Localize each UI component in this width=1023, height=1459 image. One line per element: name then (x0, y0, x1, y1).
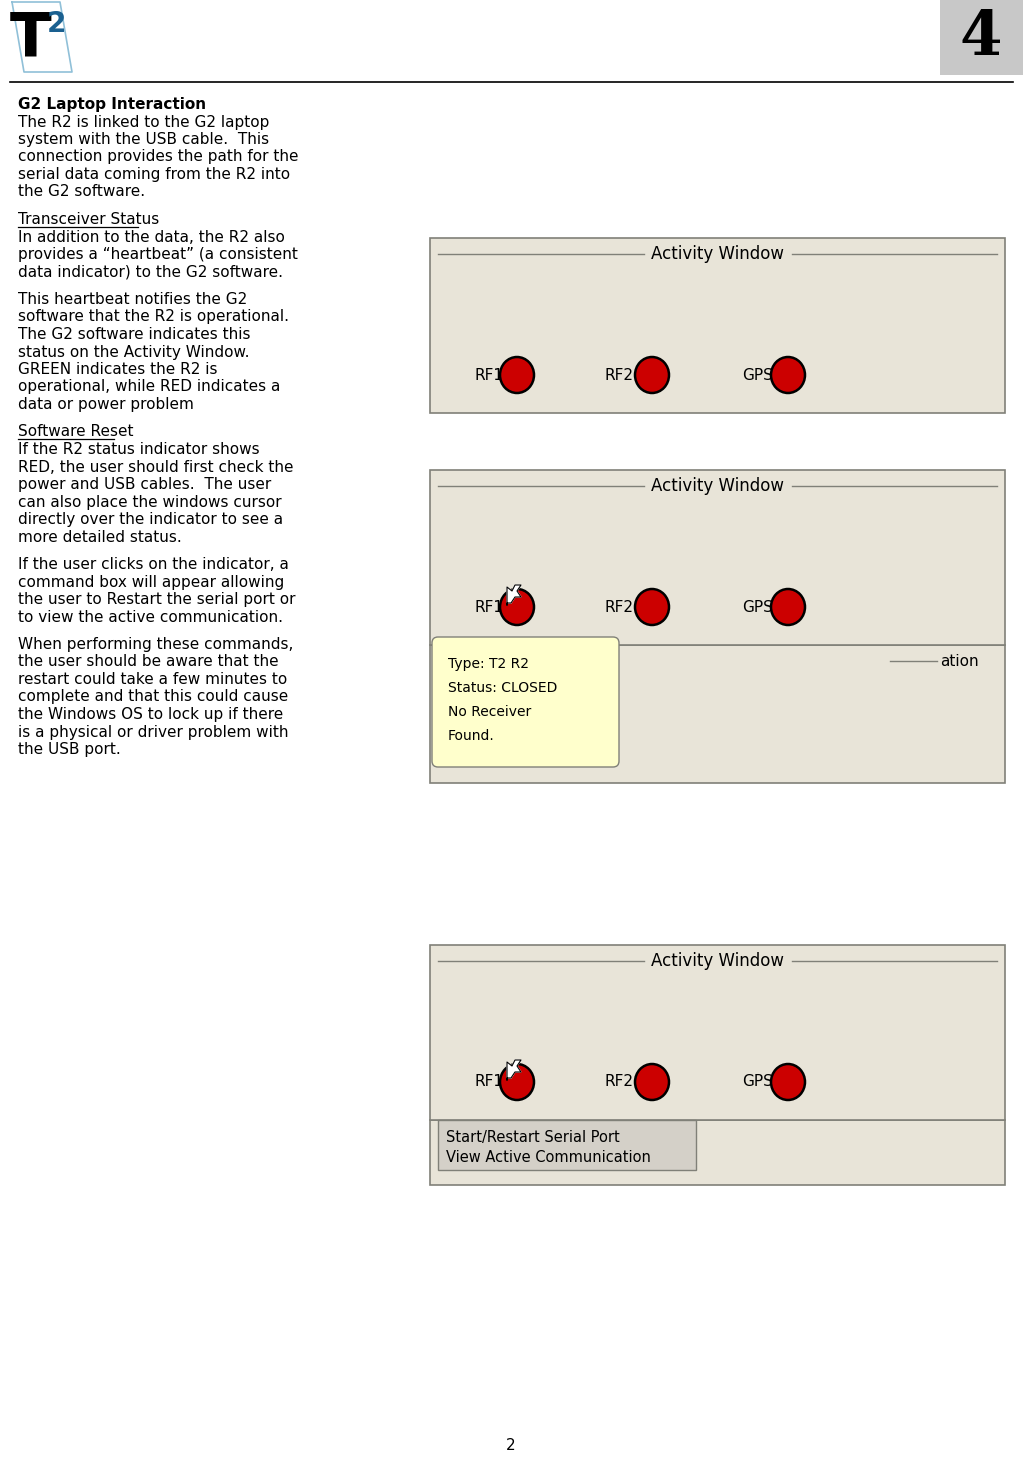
Text: In addition to the data, the R2 also: In addition to the data, the R2 also (18, 229, 284, 245)
Text: status on the Activity Window.: status on the Activity Window. (18, 344, 250, 359)
Text: View Active Communication: View Active Communication (446, 1150, 651, 1164)
Text: When performing these commands,: When performing these commands, (18, 638, 294, 652)
Text: RF1: RF1 (475, 368, 504, 382)
Polygon shape (507, 1061, 521, 1080)
Text: GPS: GPS (742, 600, 772, 614)
Text: power and USB cables.  The user: power and USB cables. The user (18, 477, 271, 492)
Ellipse shape (500, 589, 534, 624)
Text: to view the active communication.: to view the active communication. (18, 610, 283, 624)
Text: operational, while RED indicates a: operational, while RED indicates a (18, 379, 280, 394)
Text: serial data coming from the R2 into: serial data coming from the R2 into (18, 166, 291, 182)
FancyBboxPatch shape (432, 638, 619, 767)
Text: can also place the windows cursor: can also place the windows cursor (18, 495, 281, 509)
Text: software that the R2 is operational.: software that the R2 is operational. (18, 309, 290, 324)
Text: 2: 2 (47, 10, 66, 38)
Text: more detailed status.: more detailed status. (18, 530, 182, 544)
Text: Activity Window: Activity Window (651, 245, 784, 263)
Text: GPS: GPS (742, 368, 772, 382)
FancyBboxPatch shape (430, 238, 1005, 413)
Text: G2 Laptop Interaction: G2 Laptop Interaction (18, 96, 206, 112)
Ellipse shape (635, 357, 669, 392)
Text: RED, the user should first check the: RED, the user should first check the (18, 460, 294, 474)
Text: Transceiver Status: Transceiver Status (18, 212, 160, 228)
Text: RF1: RF1 (475, 1074, 504, 1090)
Text: Status: CLOSED: Status: CLOSED (448, 681, 558, 694)
Text: connection provides the path for the: connection provides the path for the (18, 149, 299, 165)
FancyBboxPatch shape (430, 945, 1005, 1121)
Text: data or power problem: data or power problem (18, 397, 194, 411)
Text: complete and that this could cause: complete and that this could cause (18, 690, 288, 705)
Ellipse shape (500, 1064, 534, 1100)
Text: directly over the indicator to see a: directly over the indicator to see a (18, 512, 283, 527)
Text: If the user clicks on the indicator, a: If the user clicks on the indicator, a (18, 557, 288, 572)
Ellipse shape (500, 357, 534, 392)
Text: No Receiver: No Receiver (448, 705, 531, 719)
Text: If the R2 status indicator shows: If the R2 status indicator shows (18, 442, 260, 457)
Text: The R2 is linked to the G2 laptop: The R2 is linked to the G2 laptop (18, 114, 269, 130)
Text: 4: 4 (960, 7, 1003, 69)
Text: Type: T2 R2: Type: T2 R2 (448, 657, 529, 671)
Text: The G2 software indicates this: The G2 software indicates this (18, 327, 251, 341)
Text: Activity Window: Activity Window (651, 953, 784, 970)
Text: RF2: RF2 (605, 368, 634, 382)
Text: the user should be aware that the: the user should be aware that the (18, 655, 278, 670)
Text: RF1: RF1 (475, 600, 504, 614)
Text: the user to Restart the serial port or: the user to Restart the serial port or (18, 592, 296, 607)
Text: the Windows OS to lock up if there: the Windows OS to lock up if there (18, 708, 283, 722)
Ellipse shape (635, 1064, 669, 1100)
Text: command box will appear allowing: command box will appear allowing (18, 575, 284, 589)
Text: ation: ation (940, 654, 979, 668)
Ellipse shape (771, 589, 805, 624)
Text: the USB port.: the USB port. (18, 743, 121, 757)
Ellipse shape (771, 1064, 805, 1100)
Text: the G2 software.: the G2 software. (18, 184, 145, 200)
Text: GPS: GPS (742, 1074, 772, 1090)
Text: is a physical or driver problem with: is a physical or driver problem with (18, 725, 288, 740)
Text: GREEN indicates the R2 is: GREEN indicates the R2 is (18, 362, 218, 376)
Text: Activity Window: Activity Window (651, 477, 784, 495)
Text: This heartbeat notifies the G2: This heartbeat notifies the G2 (18, 292, 248, 306)
Ellipse shape (771, 357, 805, 392)
FancyBboxPatch shape (430, 470, 1005, 645)
Text: RF2: RF2 (605, 600, 634, 614)
Text: RF2: RF2 (605, 1074, 634, 1090)
FancyBboxPatch shape (438, 1121, 696, 1170)
FancyBboxPatch shape (430, 645, 1005, 783)
Ellipse shape (635, 589, 669, 624)
Text: provides a “heartbeat” (a consistent: provides a “heartbeat” (a consistent (18, 247, 298, 263)
Text: data indicator) to the G2 software.: data indicator) to the G2 software. (18, 264, 283, 280)
Polygon shape (507, 585, 521, 605)
Text: system with the USB cable.  This: system with the USB cable. This (18, 131, 269, 147)
Text: Software Reset: Software Reset (18, 425, 133, 439)
Text: Found.: Found. (448, 730, 495, 743)
Text: restart could take a few minutes to: restart could take a few minutes to (18, 673, 287, 687)
FancyBboxPatch shape (940, 0, 1023, 74)
Text: 2: 2 (506, 1437, 516, 1453)
Text: T: T (10, 10, 52, 69)
Text: Start/Restart Serial Port: Start/Restart Serial Port (446, 1131, 620, 1145)
FancyBboxPatch shape (430, 1121, 1005, 1185)
